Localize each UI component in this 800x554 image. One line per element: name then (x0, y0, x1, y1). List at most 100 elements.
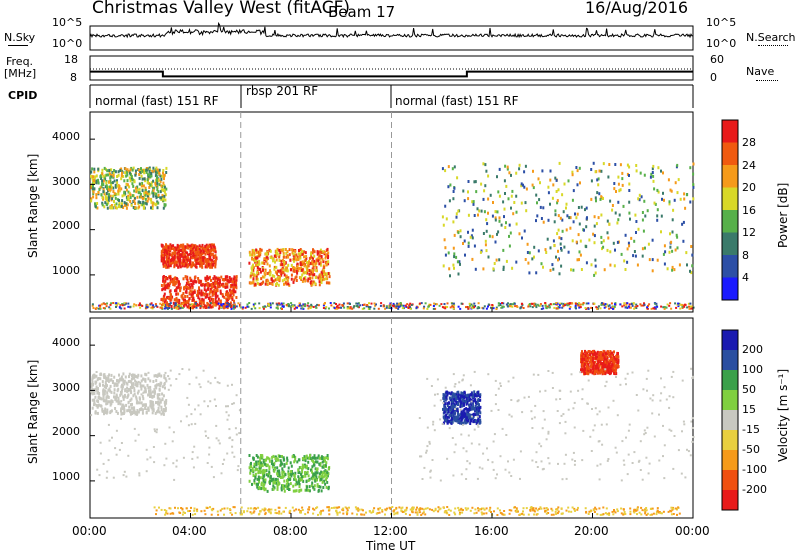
data-cell (138, 182, 141, 186)
data-cell (319, 463, 322, 467)
data-cell (175, 277, 178, 281)
data-cell (257, 272, 260, 276)
data-cell (328, 275, 331, 279)
data-cell (145, 373, 148, 377)
data-cell (141, 189, 144, 193)
data-cell (478, 419, 481, 422)
data-cell (192, 249, 195, 253)
data-cell (210, 258, 213, 262)
data-cell (473, 302, 476, 305)
data-cell (256, 269, 259, 273)
data-cell (129, 398, 132, 402)
data-cell (168, 303, 171, 306)
data-cell (214, 292, 217, 296)
data-cell (589, 353, 592, 357)
data-cell (183, 253, 186, 256)
data-cell (579, 306, 582, 309)
data-cell (109, 172, 111, 176)
data-cell (518, 232, 521, 236)
data-cell (209, 302, 212, 305)
data-cell (567, 179, 570, 183)
data-cell (107, 375, 110, 378)
data-cell (562, 305, 565, 308)
data-cell (506, 167, 509, 171)
data-cell (228, 304, 231, 307)
data-cell (683, 192, 686, 196)
data-cell (144, 188, 147, 192)
data-cell (475, 394, 478, 398)
data-cell (689, 200, 692, 204)
data-cell (313, 254, 316, 258)
data-cell (95, 306, 98, 309)
data-cell (112, 174, 115, 178)
data-cell (262, 305, 265, 308)
data-cell (251, 268, 254, 272)
data-cell (140, 379, 143, 383)
data-cell (91, 303, 94, 306)
data-cell (143, 386, 146, 390)
data-cell (325, 461, 328, 465)
data-cell (688, 305, 690, 308)
data-cell (321, 465, 324, 469)
data-cell (608, 307, 611, 310)
data-cell (265, 469, 268, 473)
data-cell (200, 299, 203, 303)
data-cell (300, 488, 303, 492)
data-cell (689, 302, 692, 305)
data-cell (146, 194, 149, 198)
data-cell (163, 184, 166, 187)
data-cell (224, 301, 227, 305)
data-cell (389, 305, 391, 308)
data-cell (316, 467, 319, 471)
data-cell (151, 394, 154, 398)
data-cell (456, 419, 458, 423)
data-cell (137, 373, 140, 377)
data-cell (342, 302, 345, 305)
data-cell (595, 370, 598, 374)
data-cell (152, 403, 155, 407)
freq-panel-frame (89, 55, 694, 81)
data-cell (149, 391, 152, 395)
data-cell (275, 253, 278, 257)
data-cell (109, 303, 112, 306)
data-cell (134, 383, 137, 387)
data-cell (124, 171, 127, 175)
data-cell (617, 200, 620, 204)
data-cell (272, 454, 275, 458)
data-cell (175, 280, 178, 284)
data-cell (466, 394, 469, 398)
data-cell (129, 409, 132, 413)
nsky-legend-line (8, 45, 28, 46)
data-cell (271, 455, 274, 459)
data-cell (273, 469, 276, 473)
data-cell (258, 262, 261, 266)
data-cell (453, 304, 456, 306)
data-cell (252, 258, 255, 261)
data-cell (166, 255, 169, 258)
data-cell (226, 275, 229, 279)
data-cell (259, 464, 262, 468)
data-cell (478, 306, 481, 309)
data-cell (280, 273, 283, 277)
data-cell (286, 269, 289, 273)
data-cell (255, 276, 258, 280)
data-cell (631, 304, 634, 307)
data-cell (593, 224, 596, 228)
data-cell (229, 305, 232, 308)
data-cell (424, 302, 427, 305)
data-cell (628, 189, 631, 192)
data-cell (310, 458, 313, 462)
data-cell (273, 461, 276, 465)
data-cell (611, 363, 614, 367)
data-cell (468, 413, 471, 417)
data-cell (599, 197, 602, 201)
data-cell (282, 470, 285, 474)
data-cell (281, 475, 284, 479)
data-cell (252, 303, 255, 306)
data-cell (318, 283, 321, 287)
data-cell (124, 389, 127, 393)
data-cell (107, 379, 110, 383)
data-cell (511, 189, 514, 193)
data-cell (255, 248, 258, 252)
data-cell (277, 454, 280, 458)
